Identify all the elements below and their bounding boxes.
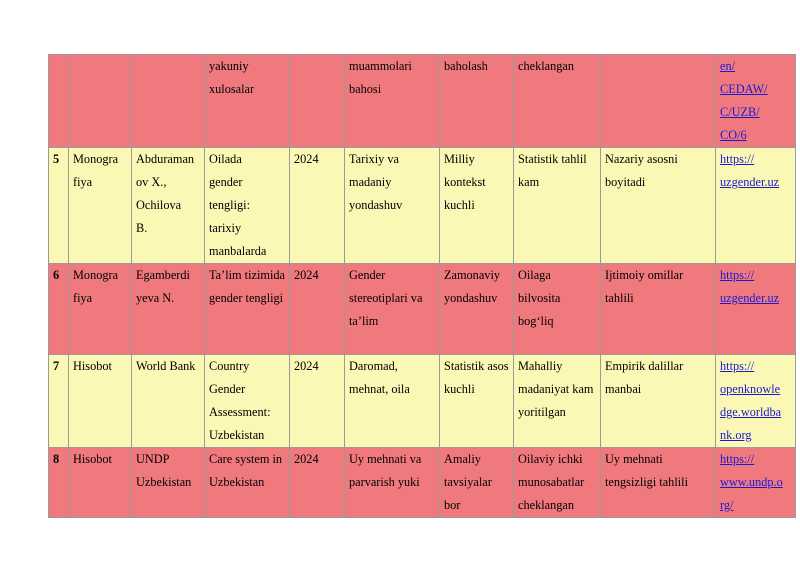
year-cell: 2024 — [289, 447, 345, 518]
contribution-cell: Uy mehnati tengsizligi tahlili — [600, 447, 716, 518]
title-cell: Oilada gender tengligi: tarixiy manbalarda — [204, 147, 290, 264]
author-cell — [131, 54, 205, 148]
approach-cell: Tarixiy va madaniy yondashuv — [344, 147, 440, 264]
approach-cell: Gender stereotiplari va ta’lim — [344, 263, 440, 355]
strength-cell: Milliy kontekst kuchli — [439, 147, 514, 264]
author-cell: UNDP Uzbekistan — [131, 447, 205, 518]
weakness-cell: Oilaviy ichki munosabatlar cheklangan — [513, 447, 601, 518]
year-cell: 2024 — [289, 147, 345, 264]
weakness-cell: Mahalliy madaniyat kam yoritilgan — [513, 354, 601, 448]
row-number: 5 — [48, 147, 69, 264]
source-type-cell: Monogra fiya — [68, 263, 132, 355]
link-line[interactable]: dge.worldba — [720, 405, 782, 419]
author-cell: Egamberdi yeva N. — [131, 263, 205, 355]
strength-cell: Statistik asos kuchli — [439, 354, 514, 448]
year-cell: 2024 — [289, 354, 345, 448]
link-line[interactable]: https:// — [720, 268, 755, 282]
table-row: 6 Monogra fiya Egamberdi yeva N. Ta’lim ti… — [48, 263, 796, 355]
strength-cell: Zamonaviy yondashuv — [439, 263, 514, 355]
link-line[interactable]: uzgender.uz — [720, 291, 780, 305]
link-line[interactable]: en/ — [720, 59, 736, 73]
link-line[interactable]: https:// — [720, 359, 755, 373]
author-cell: Abduraman ov X., Ochilova B. — [131, 147, 205, 264]
link-cell[interactable]: en/ CEDAW/ C/UZB/ CO/6 — [715, 54, 796, 148]
link-line[interactable]: CEDAW/ — [720, 82, 768, 96]
contribution-cell — [600, 54, 716, 148]
link-line[interactable]: CO/6 — [720, 128, 747, 142]
table-row: yakuniy xulosalar muammolari bahosi bahola… — [48, 54, 796, 148]
link-cell[interactable]: https:// www.undp.o rg/ — [715, 447, 796, 518]
row-number — [48, 54, 69, 148]
link-line[interactable]: openknowle — [720, 382, 781, 396]
source-type-cell: Hisobot — [68, 447, 132, 518]
table-row: 5 Monogra fiya Abduraman ov X., Ochilova B. … — [48, 147, 796, 264]
literature-table: yakuniy xulosalar muammolari bahosi bahola… — [48, 54, 796, 518]
title-cell: Ta’lim tizimida gender tengligi — [204, 263, 290, 355]
weakness-cell: Statistik tahlil kam — [513, 147, 601, 264]
link-line[interactable]: nk.org — [720, 428, 752, 442]
row-number: 8 — [48, 447, 69, 518]
strength-cell: baholash — [439, 54, 514, 148]
link-line[interactable]: rg/ — [720, 498, 734, 512]
source-type-cell — [68, 54, 132, 148]
link-cell[interactable]: https:// uzgender.uz — [715, 263, 796, 355]
year-cell — [289, 54, 345, 148]
contribution-cell: Empirik dalillar manbai — [600, 354, 716, 448]
link-line[interactable]: https:// — [720, 452, 755, 466]
source-type-cell: Monogra fiya — [68, 147, 132, 264]
approach-cell: Uy mehnati va parvarish yuki — [344, 447, 440, 518]
source-type-cell: Hisobot — [68, 354, 132, 448]
year-cell: 2024 — [289, 263, 345, 355]
link-line[interactable]: uzgender.uz — [720, 175, 780, 189]
contribution-cell: Nazariy asosni boyitadi — [600, 147, 716, 264]
weakness-cell: cheklangan — [513, 54, 601, 148]
approach-cell: Daromad, mehnat, oila — [344, 354, 440, 448]
row-number: 7 — [48, 354, 69, 448]
weakness-cell: Oilaga bilvosita bog‘liq — [513, 263, 601, 355]
link-line[interactable]: https:// — [720, 152, 755, 166]
link-cell[interactable]: https:// openknowle dge.worldba nk.org — [715, 354, 796, 448]
title-cell: Care system in Uzbekistan — [204, 447, 290, 518]
author-cell: World Bank — [131, 354, 205, 448]
approach-cell: muammolari bahosi — [344, 54, 440, 148]
link-line[interactable]: C/UZB/ — [720, 105, 760, 119]
link-line[interactable]: www.undp.o — [720, 475, 783, 489]
table-row: 8 Hisobot UNDP Uzbekistan Care system in… — [48, 447, 796, 518]
row-number: 6 — [48, 263, 69, 355]
table-row: 7 Hisobot World Bank Country Gender Asse… — [48, 354, 796, 448]
link-cell[interactable]: https:// uzgender.uz — [715, 147, 796, 264]
title-cell: Country Gender Assessment: Uzbekistan — [204, 354, 290, 448]
contribution-cell: Ijtimoiy omillar tahlili — [600, 263, 716, 355]
title-cell: yakuniy xulosalar — [204, 54, 290, 148]
strength-cell: Amaliy tavsiyalar bor — [439, 447, 514, 518]
